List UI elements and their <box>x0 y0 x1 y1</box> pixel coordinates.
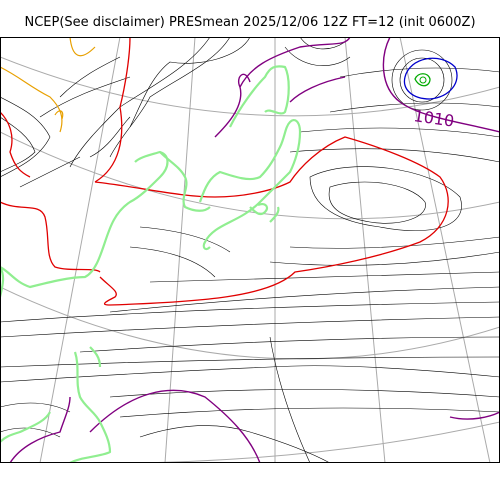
isobar <box>0 301 500 323</box>
isobar-1020-line <box>94 36 131 183</box>
isobar-1010 <box>9 36 500 464</box>
isobar <box>139 226 231 253</box>
isobar <box>119 407 500 418</box>
isobar <box>0 316 500 338</box>
isobar <box>59 56 121 98</box>
isobar <box>289 148 500 163</box>
map-title: NCEP(See disclaimer) PRESmean 2025/12/06… <box>24 15 476 30</box>
low-core-contour <box>419 76 427 84</box>
longitude-line <box>39 36 121 464</box>
isobar-1010-line <box>449 411 500 420</box>
coastlines <box>0 65 302 464</box>
coastline <box>0 411 51 443</box>
isobar-ring <box>391 49 453 111</box>
isobar <box>79 336 500 353</box>
isobar-1010-line <box>238 73 251 88</box>
coastline <box>229 65 290 128</box>
isobar <box>89 116 131 158</box>
isobar <box>309 166 462 232</box>
isobar-1020-line <box>0 201 101 273</box>
low-core-contour <box>414 73 431 87</box>
isobar-1010-line <box>9 396 71 464</box>
isobar <box>19 156 81 188</box>
isobar <box>129 36 251 128</box>
isobar-ring <box>399 57 445 103</box>
latitude-line <box>0 131 500 220</box>
isobar-1010-line <box>89 389 261 464</box>
longitude-line <box>399 36 491 464</box>
coastline <box>249 203 269 216</box>
isobar <box>109 36 231 158</box>
isobar-1000-line <box>54 110 64 120</box>
isobar <box>0 365 500 383</box>
latitude-line <box>59 421 500 464</box>
isobar <box>269 336 311 464</box>
isobar <box>289 236 500 249</box>
latitude-line <box>0 286 500 360</box>
coastline <box>269 206 280 223</box>
isobar-1010-line <box>289 76 346 103</box>
isobar <box>269 251 500 266</box>
map-canvas: 1010 <box>0 36 500 464</box>
isobar <box>39 76 131 118</box>
coastline <box>0 150 169 289</box>
isobar-1020-line <box>94 136 449 306</box>
graticule <box>0 36 500 464</box>
isobar <box>328 181 426 224</box>
pressure-map: 1010 <box>0 36 500 464</box>
low-pressure-center <box>403 57 458 100</box>
coastline <box>69 351 112 464</box>
isobar <box>139 425 331 464</box>
isobar <box>0 116 36 173</box>
isobar <box>129 246 216 278</box>
isobar <box>109 389 500 398</box>
isobar <box>0 356 500 368</box>
isobar-1010-line <box>214 36 351 138</box>
isobar <box>0 402 71 413</box>
isobars <box>0 36 500 464</box>
coastline <box>159 151 211 212</box>
isobar-1000-line <box>69 36 96 57</box>
isobar <box>284 46 351 66</box>
isobar <box>69 36 211 168</box>
isobar <box>0 96 51 178</box>
isobar <box>299 36 346 50</box>
isobar-1020-line <box>0 111 31 178</box>
isobar-1010-line <box>382 36 500 133</box>
isobar-1000-line <box>0 66 63 133</box>
isobar-1000 <box>0 36 96 133</box>
isobar <box>339 67 500 78</box>
longitude-line <box>344 36 386 464</box>
map-border <box>0 37 500 463</box>
isobar-1020 <box>0 36 449 306</box>
isobar <box>329 102 500 113</box>
coastline <box>198 118 302 251</box>
isobar <box>149 271 500 283</box>
low-center-contour <box>403 57 458 100</box>
coastline <box>89 346 102 368</box>
isobar <box>109 286 500 313</box>
isobar <box>299 127 500 138</box>
longitude-line <box>164 36 196 464</box>
